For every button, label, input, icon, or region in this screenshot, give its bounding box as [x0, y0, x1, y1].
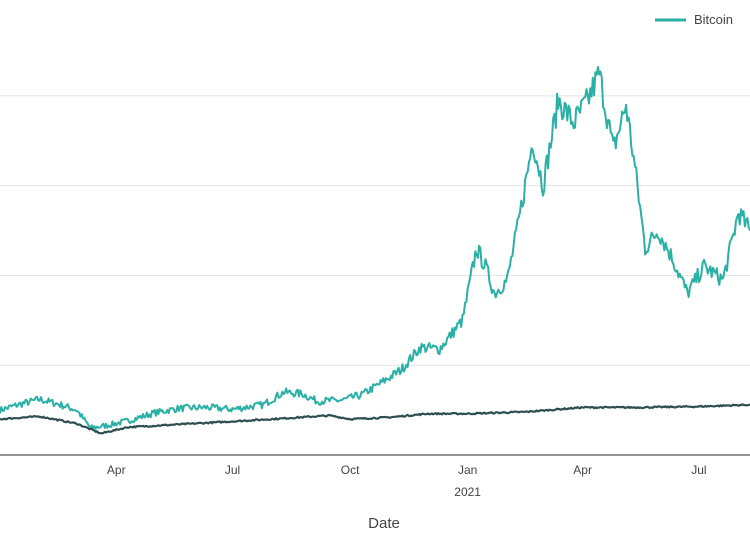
legend-label: Bitcoin [694, 12, 733, 27]
legend-item[interactable]: Bitcoin [655, 12, 733, 27]
series-group [0, 66, 750, 435]
series-line-bitcoin [0, 66, 750, 430]
x-tick-label: Jan [458, 463, 477, 477]
x-tick-year-label: 2021 [454, 485, 481, 499]
gridlines [0, 95, 750, 456]
x-tick-label: Oct [341, 463, 360, 477]
x-axis-title: Date [368, 515, 400, 532]
x-tick-label: Apr [107, 463, 126, 477]
x-tick-label: Jul [225, 463, 240, 477]
x-axis: Apr Jul Oct Jan 2021 Apr Jul [107, 463, 707, 499]
series-line-secondary [0, 403, 750, 435]
x-tick-label: Apr [573, 463, 592, 477]
legend[interactable]: Bitcoin [655, 12, 733, 27]
x-tick-label: Jul [691, 463, 706, 477]
